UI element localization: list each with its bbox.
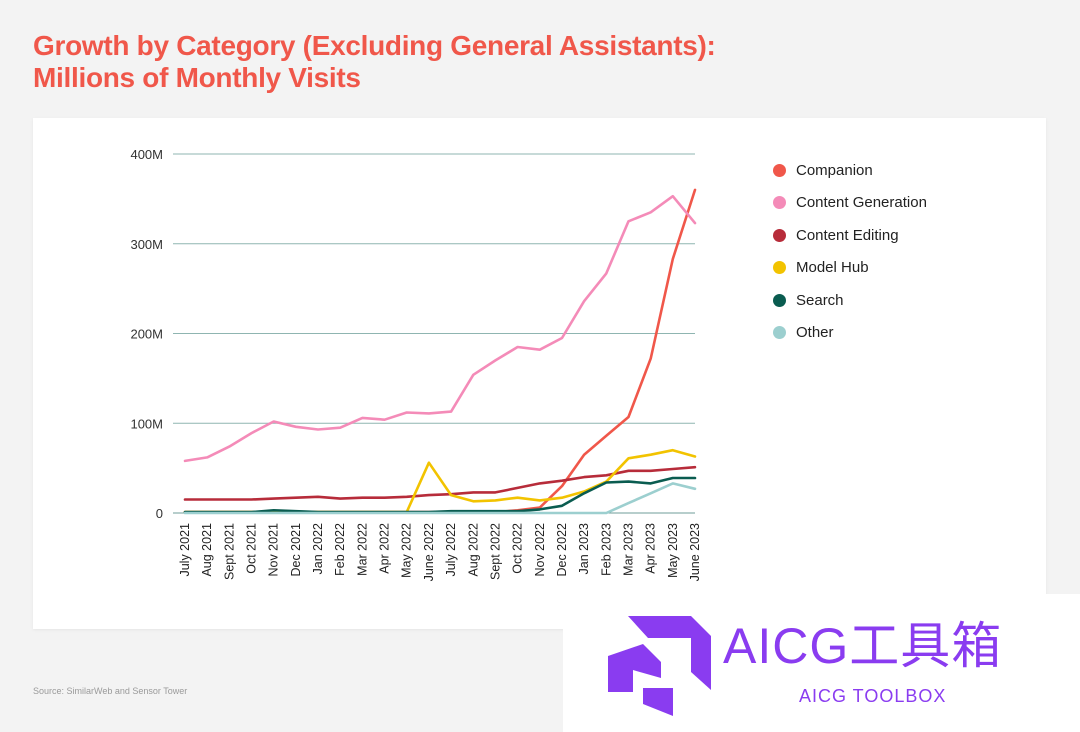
x-tick-label: Nov 2022: [533, 523, 547, 577]
legend-item-content-editing: Content Editing: [773, 219, 927, 252]
x-tick-label: Oct 2022: [511, 523, 525, 574]
x-tick-label: Feb 2022: [333, 523, 347, 576]
series-line-content-generation: [183, 194, 697, 463]
legend-dot: [773, 163, 786, 177]
source-note: Source: SimilarWeb and Sensor Tower: [33, 686, 188, 696]
series-line-other: [183, 482, 697, 515]
legend-dot: [773, 293, 786, 307]
legend-item-other: Other: [773, 317, 927, 350]
x-tick-label: Apr 2022: [378, 523, 392, 574]
x-tick-label: Aug 2021: [200, 523, 214, 577]
x-tick-label: May 2022: [400, 523, 414, 578]
series-line-companion: [183, 188, 697, 514]
legend-label: Search: [796, 291, 844, 309]
x-tick-label: Nov 2021: [267, 523, 281, 577]
x-tick-label: June 2023: [688, 523, 702, 581]
chart-legend: Companion Content Generation Content Editi…: [773, 154, 927, 349]
x-tick-label: Aug 2022: [466, 523, 480, 577]
x-tick-label: Jan 2023: [577, 523, 591, 574]
x-tick-label: Mar 2022: [355, 523, 369, 576]
x-tick-label: Mar 2023: [621, 523, 635, 576]
legend-label: Content Generation: [796, 194, 927, 212]
watermark-subtext: AICG TOOLBOX: [799, 686, 947, 706]
x-tick-label: Dec 2022: [555, 523, 569, 577]
legend-label: Model Hub: [796, 259, 869, 277]
chart-title: Growth by Category (Excluding General As…: [33, 30, 716, 94]
legend-label: Content Editing: [796, 226, 899, 244]
chart-card: 0 100M 200M 300M 400M July 2021 Aug 2021 Sept 2…: [33, 118, 1046, 629]
x-tick-label: Dec 2021: [289, 523, 303, 577]
y-tick-label: 200M: [130, 327, 163, 342]
legend-dot: [773, 228, 786, 242]
x-tick-label: Sept 2021: [222, 523, 236, 580]
x-tick-label: Apr 2023: [644, 523, 658, 574]
legend-dot: [773, 196, 786, 210]
legend-label: Other: [796, 324, 834, 342]
y-tick-label: 400M: [130, 147, 163, 162]
legend-item-model-hub: Model Hub: [773, 252, 927, 285]
legend-item-companion: Companion: [773, 154, 927, 187]
chart-title-line-1: Growth by Category (Excluding General As…: [33, 30, 716, 61]
y-tick-label: 300M: [130, 237, 163, 252]
x-tick-label: July 2021: [178, 523, 192, 577]
watermark-text: AICG工具箱: [723, 618, 1003, 674]
legend-item-search: Search: [773, 284, 927, 317]
x-tick-label: May 2023: [666, 523, 680, 578]
x-tick-label: Jan 2022: [311, 523, 325, 574]
x-tick-label: Oct 2021: [245, 523, 259, 574]
y-tick-label: 0: [156, 506, 163, 521]
series-line-search: [183, 476, 697, 514]
line-chart: 0 100M 200M 300M 400M July 2021 Aug 2021 Sept 2…: [130, 147, 702, 581]
x-tick-label: June 2022: [422, 523, 436, 581]
x-tick-label: July 2022: [444, 523, 458, 577]
chart-title-line-2: Millions of Monthly Visits: [33, 62, 361, 93]
x-tick-label: Feb 2023: [599, 523, 613, 576]
legend-item-content-generation: Content Generation: [773, 187, 927, 220]
x-tick-label: Sept 2022: [488, 523, 502, 580]
legend-dot: [773, 326, 786, 340]
legend-label: Companion: [796, 161, 873, 179]
aicg-logo-icon: [608, 616, 711, 716]
watermark: AICG工具箱 AICG TOOLBOX: [563, 594, 1080, 732]
y-tick-label: 100M: [130, 416, 163, 431]
legend-dot: [773, 261, 786, 275]
series-line-content-editing: [183, 465, 697, 501]
